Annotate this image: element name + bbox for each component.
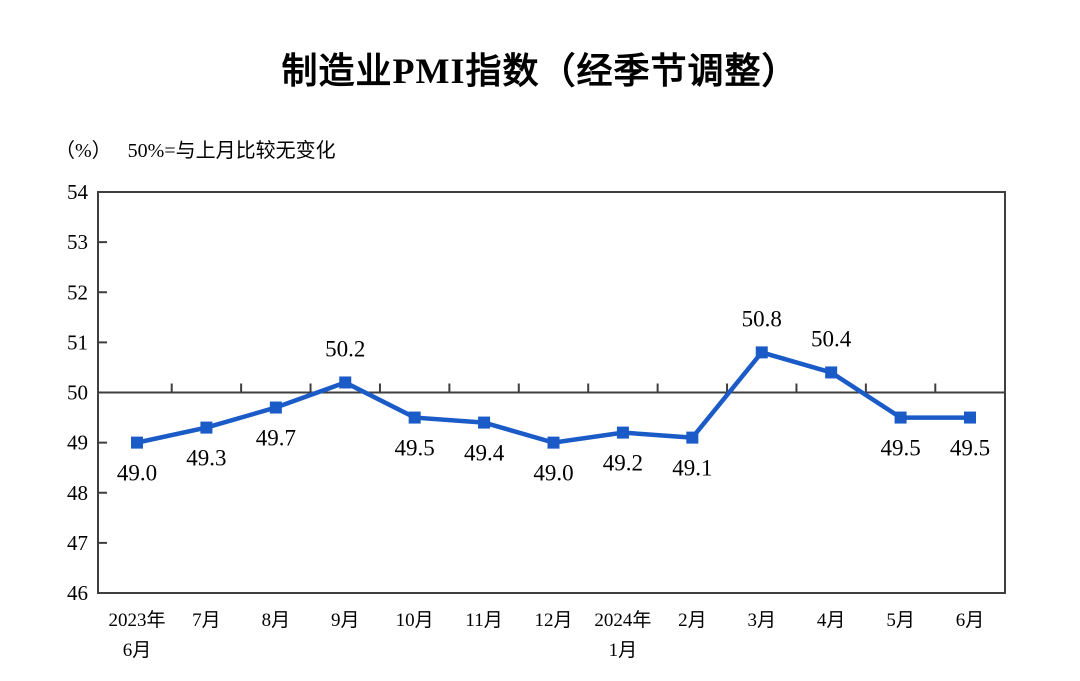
chart-title: 制造业PMI指数（经季节调整） <box>281 51 799 91</box>
data-point-marker <box>339 376 352 389</box>
data-point-marker <box>825 366 838 379</box>
data-point-label: 49.5 <box>950 436 990 461</box>
x-axis-category-label: 1月 <box>609 640 638 661</box>
y-axis-tick-label: 51 <box>67 330 88 354</box>
data-point-label: 49.0 <box>117 461 157 486</box>
data-point-markers <box>131 346 976 449</box>
data-point-marker <box>478 416 491 429</box>
y-axis-tick-label: 46 <box>67 581 88 605</box>
y-axis-tick-label: 52 <box>67 280 88 304</box>
x-axis-category-label: 7月 <box>192 610 221 631</box>
data-point-marker <box>964 411 976 424</box>
data-point-marker <box>616 426 629 439</box>
y-axis-tick-label: 49 <box>67 431 88 455</box>
x-axis-category-label: 5月 <box>886 610 915 631</box>
x-axis-category-label: 11月 <box>465 610 502 631</box>
data-point-marker <box>894 411 907 424</box>
data-point-label: 50.2 <box>325 336 365 361</box>
x-axis-category-label: 6月 <box>956 610 985 631</box>
y-axis-tick-label: 54 <box>67 180 89 204</box>
data-point-label: 49.4 <box>464 441 505 466</box>
reference-line-50 <box>98 383 1005 394</box>
data-point-label: 49.5 <box>880 436 920 461</box>
data-point-marker <box>755 346 768 359</box>
y-axis-unit-label: （%） <box>55 140 112 162</box>
y-axis-tick-label: 47 <box>67 531 88 555</box>
data-point-label: 49.1 <box>672 456 712 481</box>
data-point-label: 49.7 <box>256 426 296 451</box>
x-axis-category-label: 4月 <box>817 610 846 631</box>
y-axis-tick-label: 48 <box>67 481 88 505</box>
data-point-label: 49.3 <box>186 446 226 471</box>
data-point-marker <box>408 411 421 424</box>
x-axis-category-label: 3月 <box>747 610 776 631</box>
axis-note-row: （%） 50%=与上月比较无变化 <box>55 134 336 163</box>
x-axis-category-label: 2023年 <box>108 609 165 631</box>
data-point-label: 50.8 <box>742 306 782 331</box>
x-axis-category-label: 10月 <box>396 610 434 631</box>
data-point-marker <box>686 431 699 444</box>
data-point-marker <box>131 436 143 449</box>
data-labels: 49.0 49.3 49.7 50.2 49.5 49.4 49.0 49.2 49.1 50.8… <box>117 306 990 485</box>
y-axis-tick-label: 50 <box>67 381 88 405</box>
x-axis-category-label: 9月 <box>331 610 360 631</box>
x-axis-category-label: 12月 <box>534 610 572 631</box>
x-axis-category-label: 6月 <box>123 640 152 661</box>
y-axis: 46 47 48 49 50 51 52 53 54 <box>67 180 107 605</box>
data-point-label: 49.0 <box>533 461 573 486</box>
x-axis-category-label: 8月 <box>262 610 291 631</box>
x-axis-category-label: 2024年 <box>594 609 651 631</box>
data-point-marker <box>200 421 213 434</box>
data-point-label: 50.4 <box>811 326 852 351</box>
data-point-marker <box>269 401 282 414</box>
x-axis-category-label: 2月 <box>678 610 707 631</box>
data-point-marker <box>547 436 560 449</box>
y-axis-tick-label: 53 <box>67 230 88 254</box>
data-point-label: 49.2 <box>603 451 643 476</box>
x-axis-labels: 2023年 6月 7月 8月 9月 10月 11月 12月 2024年 1月 2月 3月 4月 5月 6月 <box>108 609 984 661</box>
reference-line-note: 50%=与上月比较无变化 <box>127 140 336 162</box>
data-point-label: 49.5 <box>395 436 435 461</box>
